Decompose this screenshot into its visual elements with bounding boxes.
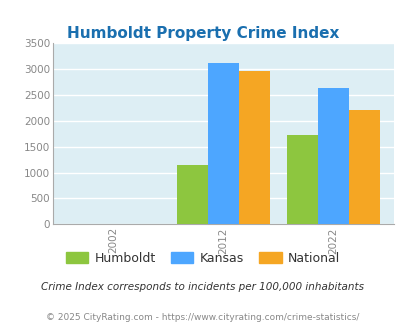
Bar [317, 88, 348, 224]
Bar [286, 135, 317, 224]
Bar [238, 71, 269, 224]
Text: Humboldt Property Crime Index: Humboldt Property Crime Index [67, 26, 338, 41]
Text: Crime Index corresponds to incidents per 100,000 inhabitants: Crime Index corresponds to incidents per… [41, 282, 364, 292]
Bar [348, 110, 379, 224]
Bar [177, 165, 207, 224]
Legend: Humboldt, Kansas, National: Humboldt, Kansas, National [61, 247, 344, 270]
Text: © 2025 CityRating.com - https://www.cityrating.com/crime-statistics/: © 2025 CityRating.com - https://www.city… [46, 313, 359, 322]
Bar [207, 63, 238, 224]
